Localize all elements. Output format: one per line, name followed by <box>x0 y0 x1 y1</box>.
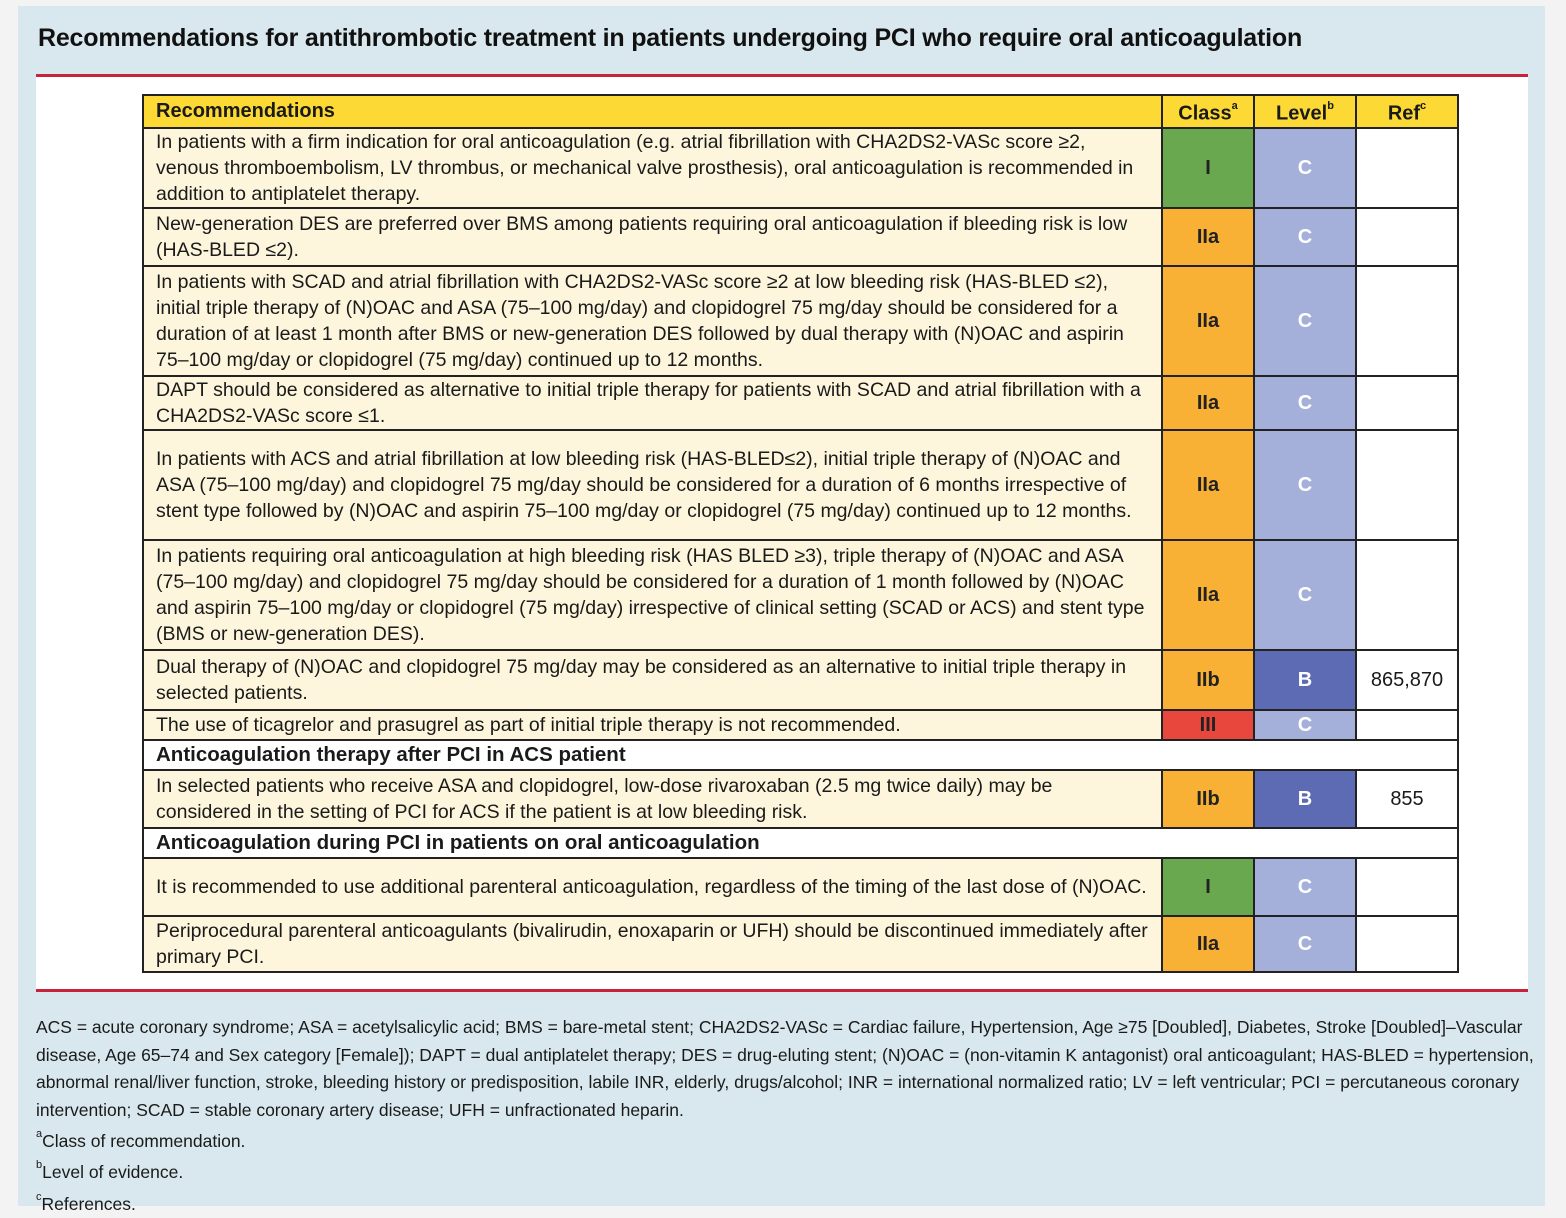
class-cell: IIa <box>1161 206 1255 267</box>
level-cell: C <box>1253 126 1357 209</box>
class-cell: IIb <box>1161 648 1255 711</box>
class-cell: I <box>1161 856 1255 917</box>
recommendations-table: Recommendations Classa Levelb Refc In pa… <box>142 94 1459 973</box>
ref-cell <box>1355 264 1459 377</box>
header-level-sup: b <box>1327 100 1334 112</box>
footnote-mark: b <box>36 1159 43 1172</box>
ref-cell <box>1355 914 1459 973</box>
class-cell: IIa <box>1161 264 1255 377</box>
table-row: In patients with SCAD and atrial fibrill… <box>142 264 1459 377</box>
ref-cell <box>1355 708 1459 741</box>
header-ref: Refc <box>1355 94 1459 129</box>
level-cell: C <box>1253 708 1357 741</box>
footnote-list: aClass of recommendation. bLevel of evide… <box>36 1124 1536 1218</box>
ref-cell <box>1355 374 1459 431</box>
ref-cell <box>1355 428 1459 541</box>
recommendation-text: It is recommended to use additional pare… <box>142 856 1163 917</box>
footnote: aClass of recommendation. <box>36 1124 1536 1155</box>
section-heading: Anticoagulation therapy after PCI in ACS… <box>142 738 1459 771</box>
table-row: It is recommended to use additional pare… <box>142 856 1459 917</box>
level-cell: B <box>1253 768 1357 829</box>
class-cell: IIa <box>1161 914 1255 973</box>
footnote-text: Class of recommendation. <box>42 1130 246 1151</box>
recommendation-text: In selected patients who receive ASA and… <box>142 768 1163 829</box>
table-row: DAPT should be considered as alternative… <box>142 374 1459 431</box>
ref-cell <box>1355 126 1459 209</box>
recommendation-text: In patients with a firm indication for o… <box>142 126 1163 209</box>
footnote: cReferences. <box>36 1187 1536 1218</box>
ref-cell <box>1355 856 1459 917</box>
footnote-mark: a <box>36 1128 43 1140</box>
class-cell: IIa <box>1161 538 1255 651</box>
header-recommendations-label: Recommendations <box>156 100 335 123</box>
footnote-text: Level of evidence. <box>42 1162 184 1183</box>
recommendation-text: New-generation DES are preferred over BM… <box>142 206 1163 267</box>
level-cell: C <box>1253 914 1357 973</box>
section-row: Anticoagulation during PCI in patients o… <box>142 826 1459 859</box>
class-cell: IIb <box>1161 768 1255 829</box>
header-level: Levelb <box>1253 94 1357 129</box>
table-row: In patients with a firm indication for o… <box>142 126 1459 209</box>
class-cell: III <box>1161 708 1255 741</box>
table-row: Periprocedural parenteral anticoagulants… <box>142 914 1459 973</box>
recommendation-text: In patients with ACS and atrial fibrilla… <box>142 428 1163 541</box>
recommendation-text: The use of ticagrelor and prasugrel as p… <box>142 708 1163 741</box>
ref-cell <box>1355 206 1459 267</box>
ref-cell: 865,870 <box>1355 648 1459 711</box>
recommendation-text: In patients requiring oral anticoagulati… <box>142 538 1163 651</box>
table-row: The use of ticagrelor and prasugrel as p… <box>142 708 1459 741</box>
level-cell: C <box>1253 538 1357 651</box>
header-ref-label: Ref <box>1387 102 1421 125</box>
header-class-sup: a <box>1231 100 1238 112</box>
recommendation-text: Periprocedural parenteral anticoagulants… <box>142 914 1163 973</box>
header-class: Classa <box>1161 94 1255 129</box>
recommendation-text: DAPT should be considered as alternative… <box>142 374 1163 431</box>
class-cell: IIa <box>1161 428 1255 541</box>
recommendation-text: Dual therapy of (N)OAC and clopidogrel 7… <box>142 648 1163 711</box>
class-cell: IIa <box>1161 374 1255 431</box>
class-cell: I <box>1161 126 1255 209</box>
level-cell: C <box>1253 206 1357 267</box>
table-header-row: Recommendations Classa Levelb Refc <box>142 94 1459 129</box>
header-level-label: Level <box>1276 102 1328 125</box>
level-cell: C <box>1253 374 1357 431</box>
abbreviations-note: ACS = acute coronary syndrome; ASA = ace… <box>36 1017 1534 1120</box>
section-heading: Anticoagulation during PCI in patients o… <box>142 826 1459 859</box>
document-frame: Recommendations for antithrombotic treat… <box>18 6 1545 1213</box>
header-class-label: Class <box>1178 102 1232 125</box>
table-row: In selected patients who receive ASA and… <box>142 768 1459 829</box>
table-area: Recommendations Classa Levelb Refc In pa… <box>36 77 1528 989</box>
recommendation-text: In patients with SCAD and atrial fibrill… <box>142 264 1163 377</box>
table-body: In patients with a firm indication for o… <box>142 126 1459 973</box>
top-divider <box>36 74 1528 77</box>
section-row: Anticoagulation therapy after PCI in ACS… <box>142 738 1459 771</box>
table-row: In patients requiring oral anticoagulati… <box>142 538 1459 651</box>
footnote: bLevel of evidence. <box>36 1155 1536 1186</box>
table-row: Dual therapy of (N)OAC and clopidogrel 7… <box>142 648 1459 711</box>
footnote-mark: c <box>36 1190 42 1203</box>
footnotes: ACS = acute coronary syndrome; ASA = ace… <box>36 1014 1536 1218</box>
level-cell: B <box>1253 648 1357 711</box>
ref-cell: 855 <box>1355 768 1459 829</box>
ref-cell <box>1355 538 1459 651</box>
footnote-text: References. <box>41 1193 136 1214</box>
table-row: In patients with ACS and atrial fibrilla… <box>142 428 1459 541</box>
page-title: Recommendations for antithrombotic treat… <box>38 24 1303 52</box>
bottom-divider <box>36 989 1528 992</box>
header-recommendations: Recommendations <box>142 94 1163 129</box>
table-row: New-generation DES are preferred over BM… <box>142 206 1459 267</box>
level-cell: C <box>1253 856 1357 917</box>
header-ref-sup: c <box>1420 100 1427 112</box>
level-cell: C <box>1253 428 1357 541</box>
level-cell: C <box>1253 264 1357 377</box>
